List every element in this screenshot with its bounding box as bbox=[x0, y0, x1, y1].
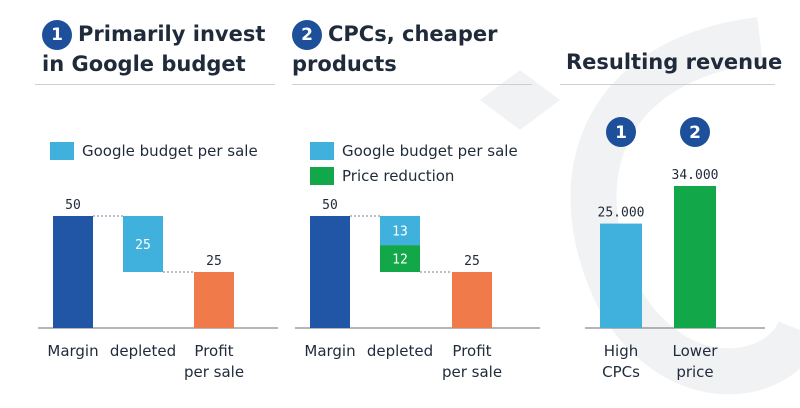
chart-3-badge-label-2: 2 bbox=[689, 123, 701, 143]
legend-swatch-price-reduction bbox=[310, 167, 334, 185]
chart-2-value-label-2: 13 bbox=[392, 225, 408, 240]
chart-2-value-label-1: 50 bbox=[322, 198, 338, 213]
chart-3-badge-1 bbox=[606, 117, 636, 147]
panel-2-legend-item-1: Google budget per sale bbox=[310, 141, 518, 161]
panel-2-divider bbox=[292, 84, 532, 85]
chart-3-value-label-2: 34.000 bbox=[672, 168, 719, 183]
chart-1-category-label-2: depleted bbox=[110, 342, 176, 360]
chart-3-category-label-1: High bbox=[604, 342, 638, 360]
badge-1: 1 bbox=[42, 20, 72, 50]
legend-label-google-budget: Google budget per sale bbox=[342, 142, 518, 160]
chart-1-value-label-2: 25 bbox=[135, 238, 151, 253]
chart-2-bar-3 bbox=[380, 245, 420, 272]
legend-label-google-budget: Google budget per sale bbox=[82, 142, 258, 160]
panel-3-title: Resulting revenue bbox=[566, 50, 783, 74]
legend-label-price-reduction: Price reduction bbox=[342, 167, 455, 185]
chart-3-value-label-1: 25.000 bbox=[598, 206, 645, 221]
chart-2-bar-4 bbox=[452, 272, 492, 328]
legend-swatch-google-budget bbox=[310, 142, 334, 160]
chart-1-value-label-3: 25 bbox=[206, 254, 222, 269]
panel-google-budget: 1 Primarily invest in Google budget Googl… bbox=[0, 0, 280, 408]
panel-2-legend-item-2: Price reduction bbox=[310, 166, 454, 186]
background-diamond-shape bbox=[480, 70, 560, 130]
panel-1-title-line-1: Primarily invest bbox=[78, 22, 266, 46]
chart-1-bar-3 bbox=[194, 272, 234, 328]
panel-1-title-line-2: in Google budget bbox=[42, 52, 246, 76]
chart-1-category-label-3: Profit bbox=[194, 342, 233, 360]
chart-2-category-label-3: per sale bbox=[442, 363, 502, 381]
chart-2-value-label-4: 25 bbox=[464, 254, 480, 269]
chart-1-bar-2 bbox=[123, 216, 163, 272]
panel-cpcs-cheaper: 2 CPCs, cheaper products Google budget pe… bbox=[280, 0, 550, 408]
chart-2-value-label-3: 12 bbox=[392, 253, 408, 268]
chart-3-category-label-1: CPCs bbox=[602, 363, 640, 381]
chart-1-category-label-1: Margin bbox=[47, 342, 98, 360]
panel-1-divider bbox=[35, 84, 275, 85]
badge-2: 2 bbox=[292, 20, 322, 50]
chart-1-bar-1 bbox=[53, 216, 93, 328]
panel-resulting-revenue: Resulting revenue bbox=[550, 0, 800, 408]
chart-2-bar-1 bbox=[310, 216, 350, 328]
chart-2-category-label-3: Profit bbox=[452, 342, 491, 360]
chart-3-badge-label-1: 1 bbox=[615, 123, 627, 143]
chart-3-badge-2 bbox=[680, 117, 710, 147]
chart-3-category-label-2: Lower bbox=[673, 342, 719, 360]
panel-1-title: 1 Primarily invest in Google budget bbox=[42, 20, 265, 78]
chart-1-value-label-1: 50 bbox=[65, 198, 81, 213]
panel-2-title: 2 CPCs, cheaper products bbox=[292, 20, 497, 78]
chart-3-bar-1 bbox=[600, 223, 642, 328]
legend-swatch-google-budget bbox=[50, 142, 74, 160]
panel-3-divider bbox=[560, 84, 775, 85]
chart-1-category-label-3: per sale bbox=[184, 363, 244, 381]
panel-2-title-line-1: CPCs, cheaper bbox=[328, 22, 498, 46]
chart-2-category-label-2: depleted bbox=[367, 342, 433, 360]
panel-1-legend-item: Google budget per sale bbox=[50, 141, 258, 161]
chart-2-category-label-1: Margin bbox=[304, 342, 355, 360]
chart-2-bar-2 bbox=[380, 216, 420, 246]
panel-2-title-line-2: products bbox=[292, 52, 397, 76]
chart-3-category-label-2: price bbox=[676, 363, 713, 381]
chart-3-bar-2 bbox=[674, 186, 716, 328]
